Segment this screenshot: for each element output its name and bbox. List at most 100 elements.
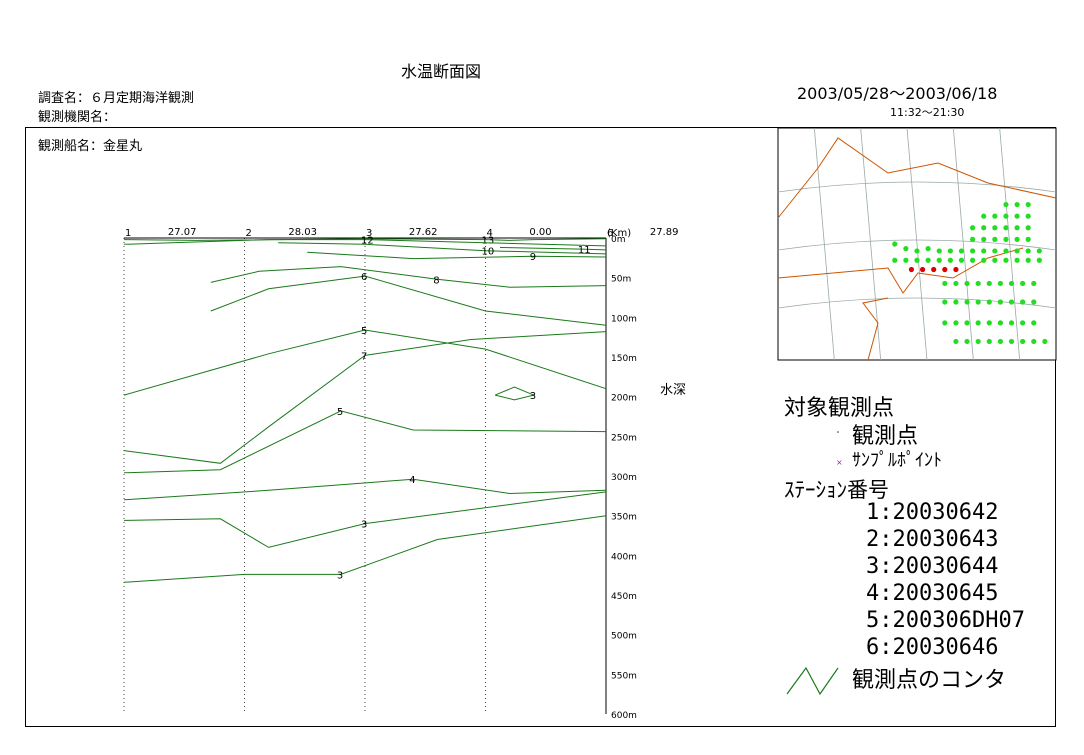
depth-tick-label: 400m xyxy=(611,552,637,562)
map-section-dot xyxy=(942,266,948,273)
contour-line-9 xyxy=(123,331,607,464)
contour-line-13 xyxy=(123,515,607,583)
map-station-dot xyxy=(1008,338,1015,345)
map-station-dot xyxy=(981,225,987,231)
distance-label: 28.03 xyxy=(288,227,317,238)
map-station-dot xyxy=(892,241,898,247)
contour-line-1 xyxy=(123,239,607,247)
contour-line-2 xyxy=(499,247,607,251)
map-station-dot xyxy=(964,320,970,326)
contour-label-13: 3 xyxy=(337,570,343,581)
map-station-dot xyxy=(1003,248,1009,254)
obs-point-symbol xyxy=(837,431,839,433)
contour-label-7: 5 xyxy=(361,326,367,337)
legend-station-1: 1:20030642 xyxy=(866,500,999,525)
map-station-dot xyxy=(1014,248,1020,254)
map-station-dot xyxy=(892,257,898,263)
map-station-dot xyxy=(1014,236,1020,242)
map-station-dot xyxy=(992,236,998,242)
map-meridian xyxy=(952,127,974,361)
map-station-dot xyxy=(986,299,992,305)
legend-station-5: 5:200306DH07 xyxy=(866,608,1025,633)
map-station-dot xyxy=(953,299,959,305)
map-station-dot xyxy=(992,248,998,254)
map-station-dot xyxy=(903,246,909,252)
distance-label: 27.62 xyxy=(409,227,438,238)
map-meridian xyxy=(813,127,835,361)
map-station-dot xyxy=(958,257,965,263)
map-station-dot xyxy=(992,225,998,231)
depth-tick-label: 450m xyxy=(611,592,637,602)
contour-label-11: 4 xyxy=(409,475,415,486)
map-station-dot xyxy=(970,257,976,263)
map-section-dot xyxy=(931,266,937,273)
agency-name: 観測機関名： xyxy=(38,110,117,125)
map-coastline-honshu xyxy=(862,297,889,361)
legend-station-title: ｽﾃｰｼｮﾝ番号 xyxy=(784,478,889,502)
map-station-dot xyxy=(975,338,981,345)
survey-name: 調査名：６月定期海洋観測 xyxy=(38,91,195,106)
contour-label-4: 9 xyxy=(530,252,536,263)
contour-label-6: 6 xyxy=(361,272,367,283)
map-station-dot xyxy=(925,246,931,252)
legend-station-2: 2:20030643 xyxy=(866,527,999,552)
map-station-dot xyxy=(942,280,948,287)
map-station-dot xyxy=(986,338,992,345)
map-station-dot xyxy=(970,236,976,242)
map-station-dot xyxy=(997,299,1004,305)
map-station-dot xyxy=(914,248,920,254)
map-station-dot xyxy=(942,320,948,326)
legend-station-6: 6:20030646 xyxy=(866,635,999,660)
time-range: 11:32～21:30 xyxy=(890,106,965,119)
map-station-dot xyxy=(997,280,1004,287)
map-station-dot xyxy=(970,225,976,231)
map-station-dot xyxy=(953,320,959,326)
contour-line-12 xyxy=(123,491,607,548)
map-station-dot xyxy=(1003,236,1009,242)
map-station-dot xyxy=(1031,338,1037,345)
contour-lines: 13 12 11 10 9 8 6 5 3 7 5 4 3 3 xyxy=(123,236,607,583)
map-station-dot xyxy=(914,257,920,263)
contour-line-11 xyxy=(123,478,607,501)
map-station-dot xyxy=(964,338,970,345)
map-station-dot xyxy=(1025,236,1031,242)
legend-symbols: × xyxy=(786,431,843,696)
legend-title: 対象観測点 xyxy=(784,396,895,421)
map-section-dot xyxy=(953,266,959,273)
legend-station-3: 3:20030644 xyxy=(866,554,999,579)
legend-contour-label: 観測点のコンタ xyxy=(852,668,1007,693)
map-parallel xyxy=(777,239,1057,251)
map-station-dot xyxy=(1020,299,1026,305)
map-coastline-north xyxy=(777,137,1057,219)
map-station-dot xyxy=(1036,248,1042,254)
map-station-dot xyxy=(975,280,981,287)
map-section-dot xyxy=(919,266,926,273)
depth-tick-label: 550m xyxy=(611,671,637,681)
legend-station-4: 4:20030645 xyxy=(866,581,999,606)
distance-label: 0.00 xyxy=(529,227,551,238)
plot-frame xyxy=(25,127,1056,727)
map-station-dot xyxy=(1008,280,1015,287)
contour-label-2: 11 xyxy=(578,245,591,256)
contour-label-1: 12 xyxy=(361,236,374,247)
contour-line-3 xyxy=(278,242,607,255)
depth-tick-label: 300m xyxy=(611,473,637,483)
map-station-dot xyxy=(975,299,981,305)
map-station-dot xyxy=(1008,299,1015,305)
map-station-dot xyxy=(1020,320,1026,326)
map-station-dot xyxy=(981,213,987,219)
contour-label-0: 13 xyxy=(482,236,495,247)
map-station-dot xyxy=(981,248,987,254)
map-station-dot xyxy=(1014,225,1020,231)
map-station-dot xyxy=(947,248,953,254)
map-station-dot xyxy=(1020,280,1026,287)
map-station-dot xyxy=(1014,257,1020,263)
map-parallel xyxy=(777,181,1057,193)
depth-axis-label: 水深 xyxy=(660,383,686,398)
contour-line-4 xyxy=(307,251,607,260)
contour-line-5 xyxy=(210,266,607,288)
station-label-3: 3 xyxy=(366,228,372,239)
map-station-dot xyxy=(1036,257,1042,263)
contour-line-0 xyxy=(123,238,607,241)
map-meridian xyxy=(999,127,1021,361)
